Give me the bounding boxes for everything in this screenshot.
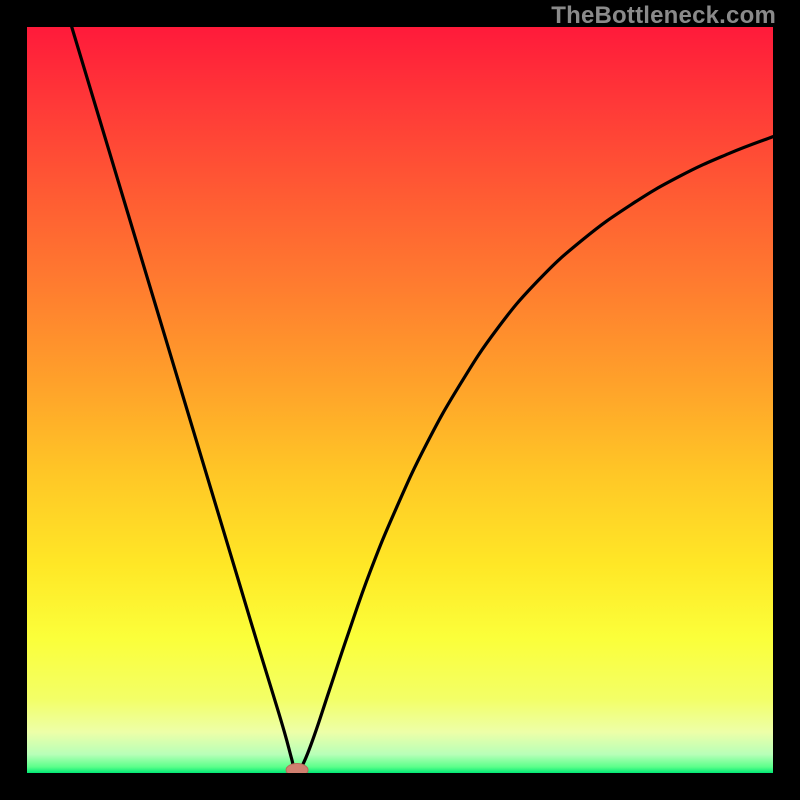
plot-svg (27, 27, 773, 773)
watermark-text: TheBottleneck.com (551, 2, 776, 30)
chart-frame: TheBottleneck.com (0, 0, 800, 800)
optimum-marker (286, 764, 308, 773)
gradient-background (27, 27, 773, 773)
plot-area (27, 27, 773, 773)
